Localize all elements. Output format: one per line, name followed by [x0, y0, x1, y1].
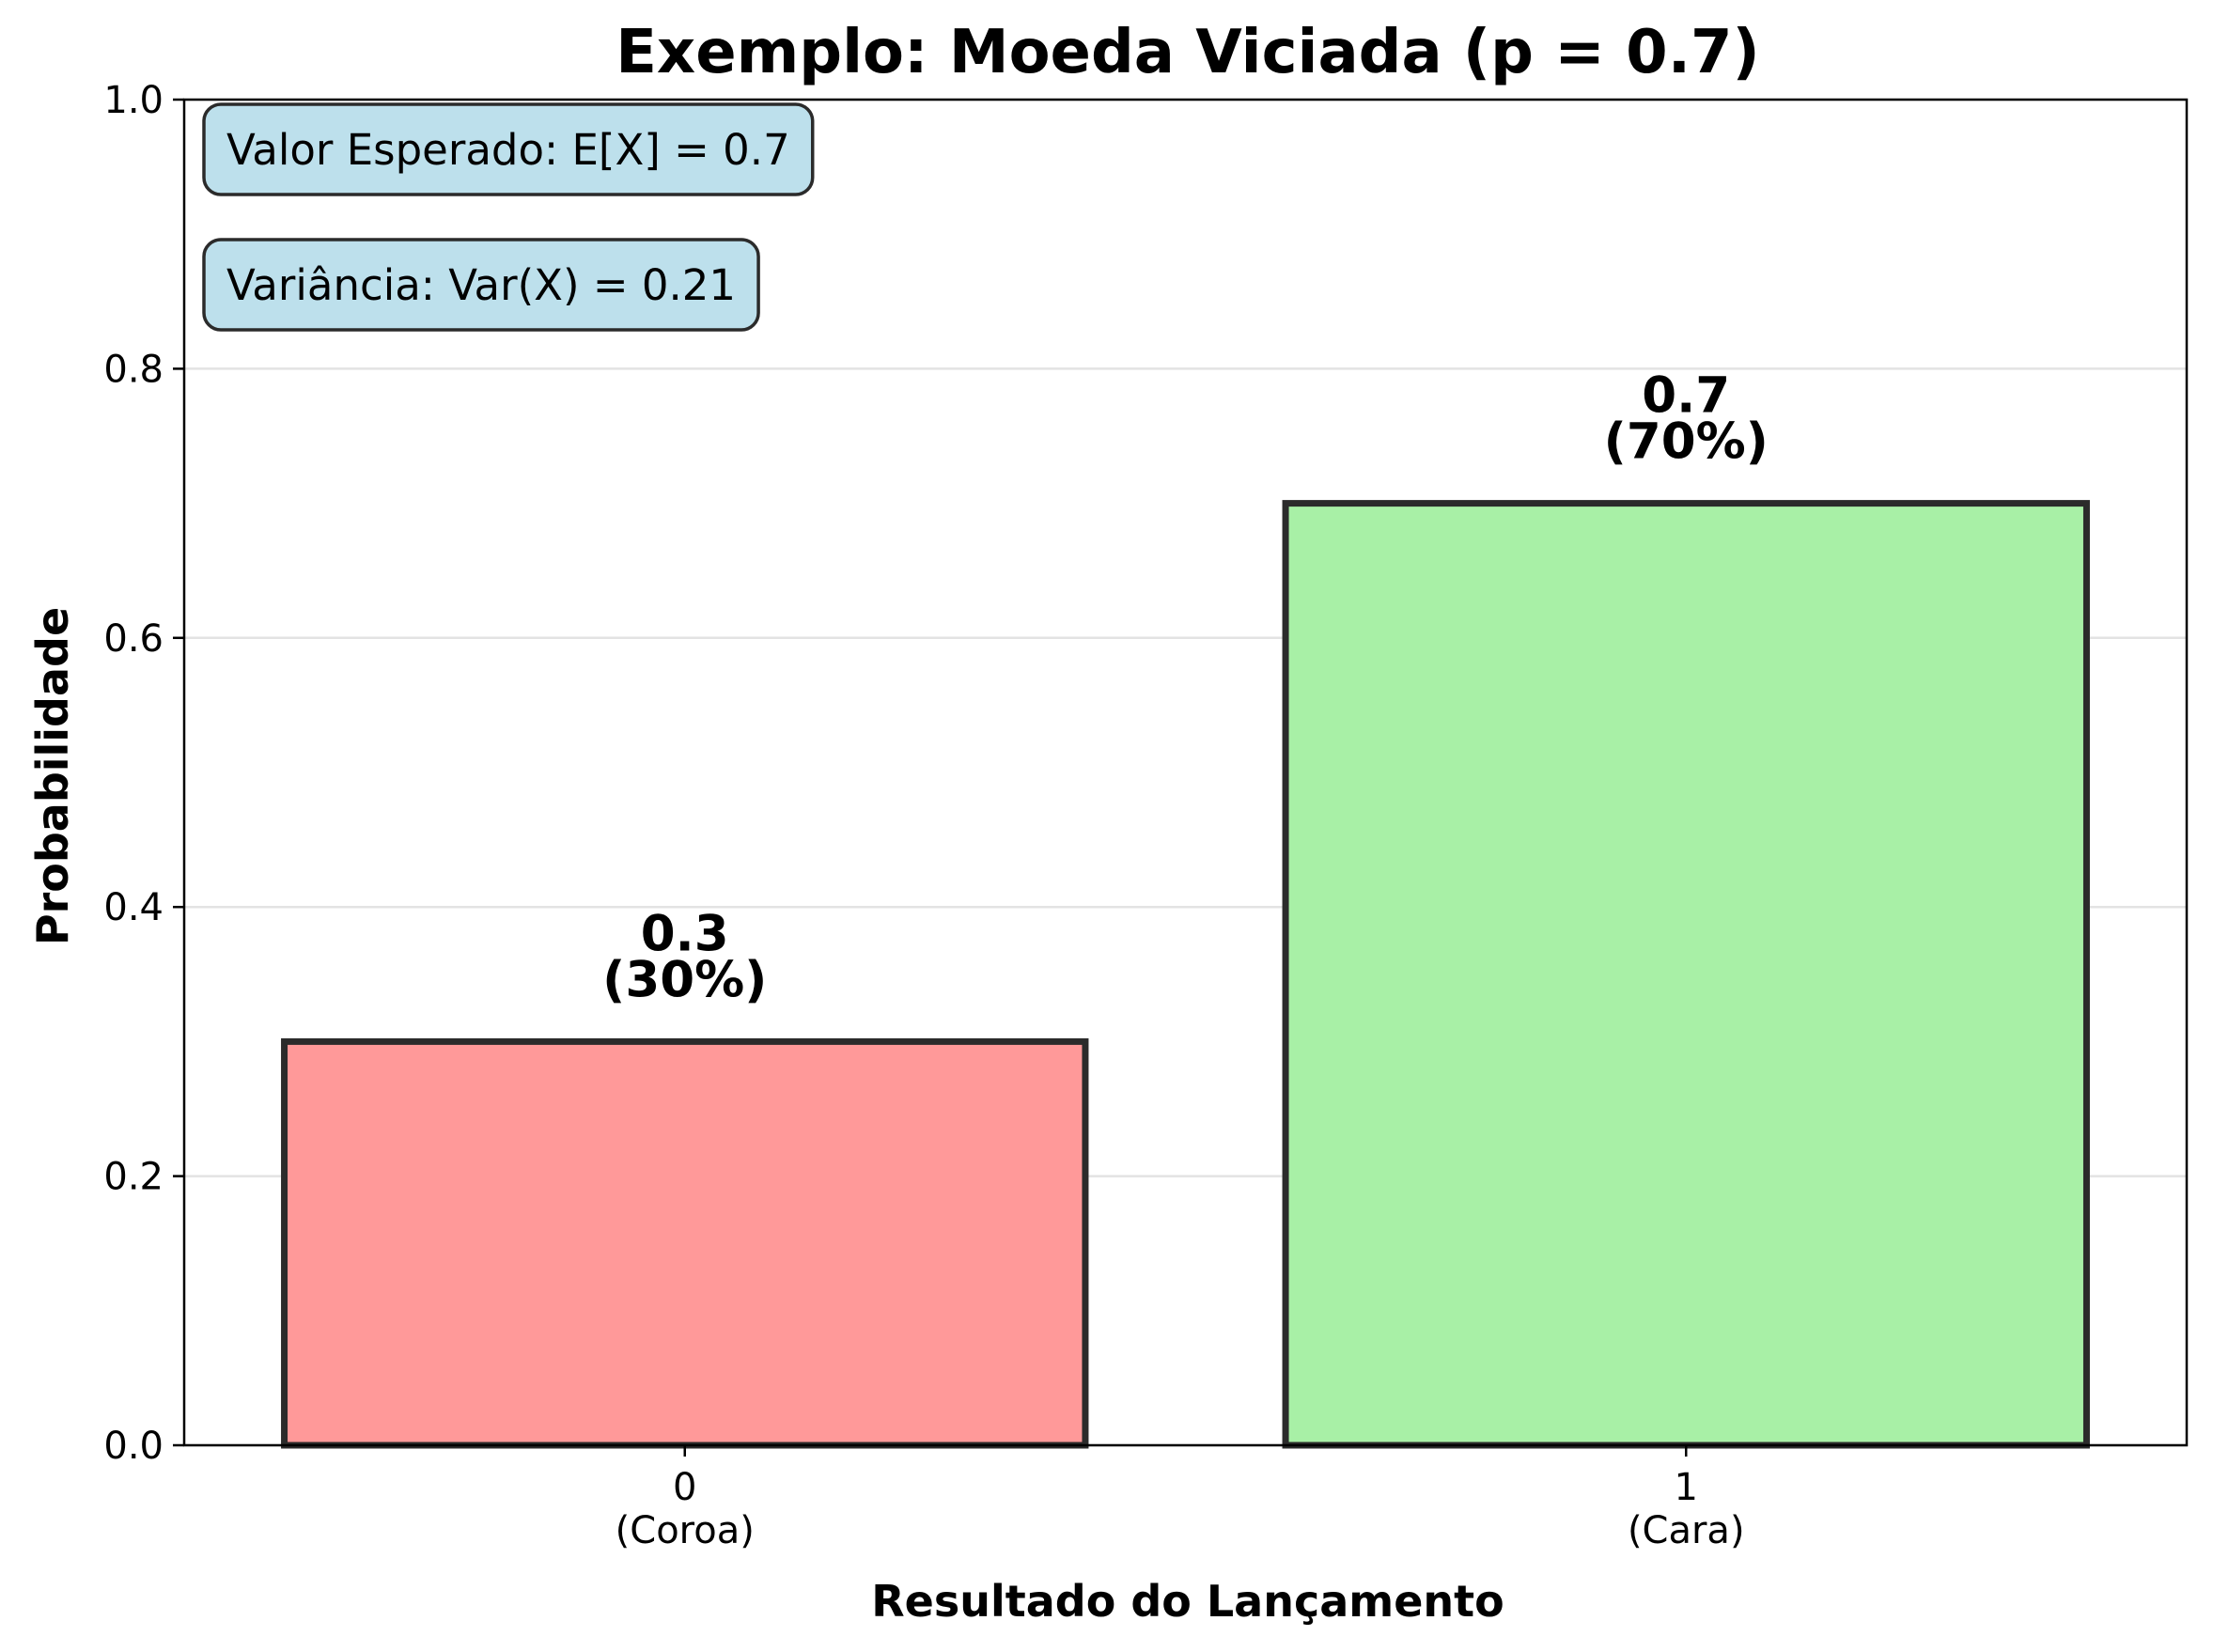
info-box-bg-1	[202, 238, 760, 332]
x-tick-label-1: 1	[1675, 1466, 1698, 1509]
y-tick-label-4: 0.8	[103, 348, 164, 391]
info-box-bg-0	[202, 102, 815, 196]
info-box-0: Valor Esperado: E[X] = 0.7	[202, 102, 815, 196]
bar-value-label-0: 0.3	[641, 905, 729, 962]
y-tick-label-3: 0.6	[103, 617, 164, 661]
y-tick-label-2: 0.4	[103, 886, 164, 929]
info-box-text-0: Valor Esperado: E[X] = 0.7	[226, 125, 790, 175]
x-tick-label-0: 0	[673, 1466, 696, 1509]
bar-value-label-1: 0.7	[1642, 367, 1730, 425]
x-axis-label: Resultado do Lançamento	[871, 1576, 1504, 1627]
bars	[281, 500, 2090, 1449]
ticks: 0.0 0.2 0.4 0.6 0.8 1.0 0(Coroa) 1(Cara)	[103, 79, 1744, 1552]
y-axis-label: Probabilidade	[27, 607, 78, 945]
info-box-1: Variância: Var(X) = 0.21	[202, 238, 760, 332]
bar-value-labels: 0.3(30%) 0.7(70%)	[602, 367, 1769, 1009]
y-tick-label-5: 1.0	[103, 79, 164, 122]
axes	[182, 98, 2189, 1447]
x-tick-sublabel-0: (Coroa)	[616, 1509, 755, 1552]
y-tick-label-1: 0.2	[103, 1156, 164, 1199]
bar-1	[1282, 500, 2090, 1449]
bar-percent-label-0: (30%)	[602, 951, 767, 1008]
x-tick-sublabel-1: (Cara)	[1628, 1509, 1745, 1552]
plot-frame	[182, 98, 2189, 1447]
info-box-text-1: Variância: Var(X) = 0.21	[226, 260, 736, 310]
chart-title: Exemplo: Moeda Viciada (p = 0.7)	[616, 18, 1760, 87]
y-tick-label-0: 0.0	[103, 1425, 164, 1468]
info-boxes: Valor Esperado: E[X] = 0.7 Variância: Var…	[202, 102, 815, 332]
bar-0	[281, 1037, 1089, 1449]
bar-percent-label-1: (70%)	[1604, 413, 1769, 471]
